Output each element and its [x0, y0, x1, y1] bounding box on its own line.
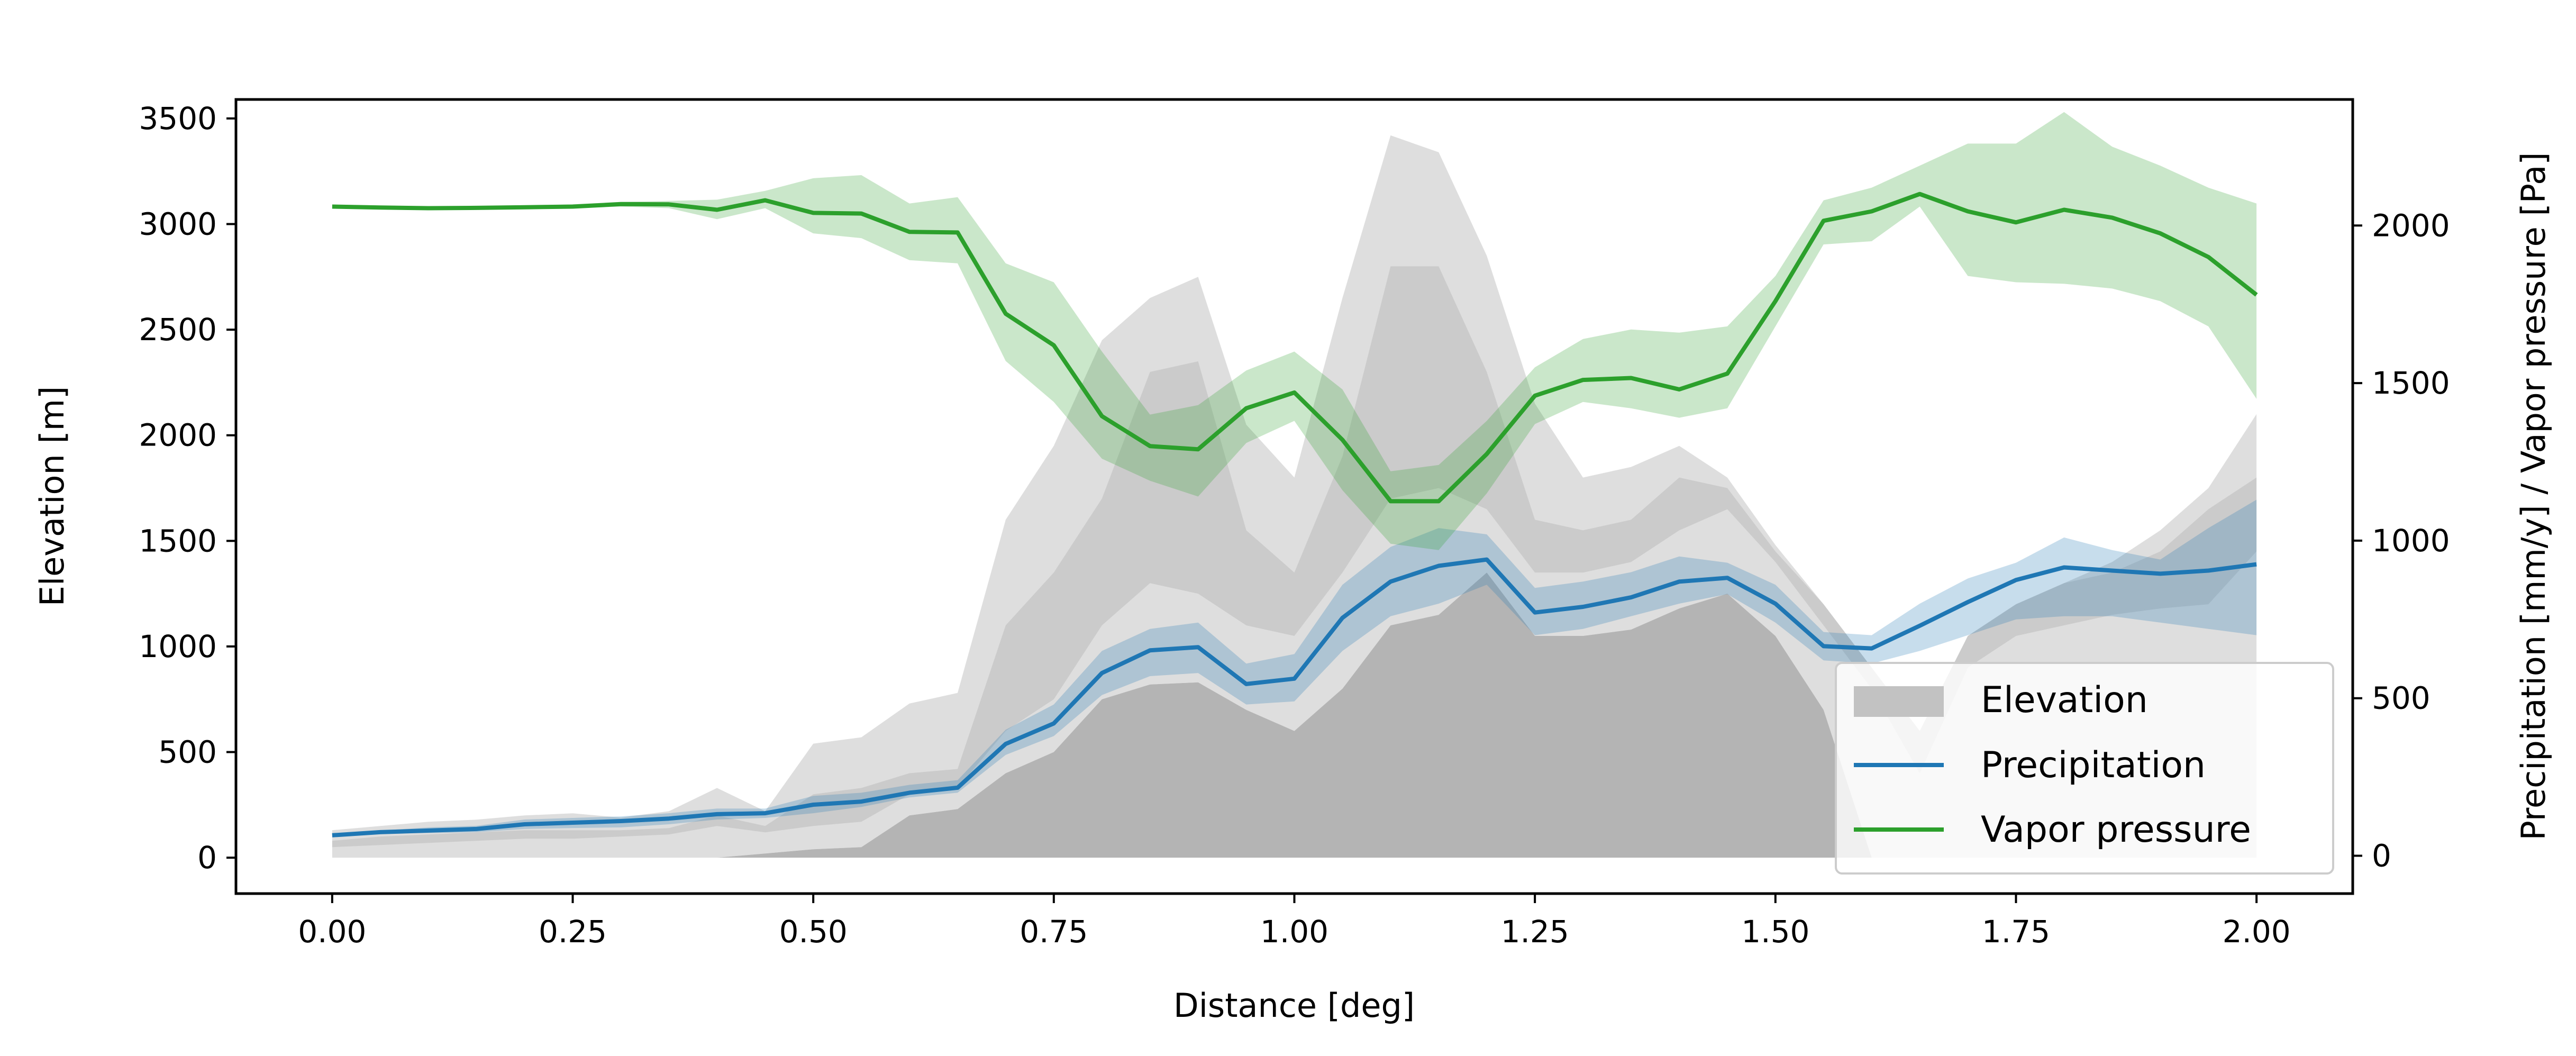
legend-label-precipitation: Precipitation: [1981, 744, 2206, 786]
y-left-tick-label: 0: [197, 840, 217, 876]
x-tick-label: 0.75: [1020, 914, 1088, 950]
y-right-tick-label: 0: [2372, 838, 2391, 874]
legend-label-elevation: Elevation: [1981, 679, 2148, 721]
y-right-tick-label: 1500: [2372, 365, 2450, 401]
y-right-tick-label: 1000: [2372, 523, 2450, 559]
x-tick-label: 0.00: [298, 914, 366, 950]
x-tick-label: 1.00: [1260, 914, 1328, 950]
x-axis-label: Distance [deg]: [1173, 986, 1415, 1025]
elevation-band-full: [332, 135, 2257, 858]
y-left-tick-label: 2500: [139, 312, 217, 348]
elevation-base-area: [332, 572, 2257, 858]
precipitation-band: [332, 499, 2257, 835]
y-axis-label-left: Elevation [m]: [33, 386, 71, 606]
y-left-tick-label: 3500: [139, 101, 217, 136]
legend-swatch-elevation: [1854, 686, 1944, 717]
x-tick-label: 1.50: [1741, 914, 1809, 950]
x-tick-label: 1.25: [1501, 914, 1569, 950]
legend-box: [1835, 662, 2334, 875]
legend-label-vapor-pressure: Vapor pressure: [1981, 809, 2251, 851]
axis-ticks: 0.00 0.25 0.50 0.75 1.00 1.25 1.50 1.75 2.00 0 500…: [139, 101, 2450, 950]
x-tick-label: 0.25: [539, 914, 607, 950]
y-left-tick-label: 2000: [139, 417, 217, 453]
y-axis-label-right: Precipitation [mm/y] / Vapor pressure [P…: [2514, 152, 2553, 841]
vapor-pressure-band: [332, 112, 2257, 550]
x-tick-label: 2.00: [2223, 914, 2291, 950]
plot-area: [332, 112, 2258, 858]
legend: Elevation Precipitation Vapor pressure: [1835, 662, 2334, 875]
vapor-pressure-line: [332, 192, 2258, 504]
x-tick-label: 0.50: [779, 914, 848, 950]
y-right-tick-label: 500: [2372, 680, 2431, 716]
y-left-tick-label: 500: [158, 734, 217, 770]
y-left-tick-label: 1500: [139, 523, 217, 559]
precipitation-line: [332, 557, 2257, 837]
y-left-tick-label: 3000: [139, 206, 217, 242]
x-tick-label: 1.75: [1982, 914, 2050, 950]
y-right-tick-label: 2000: [2372, 207, 2450, 243]
y-left-tick-label: 1000: [139, 629, 217, 664]
